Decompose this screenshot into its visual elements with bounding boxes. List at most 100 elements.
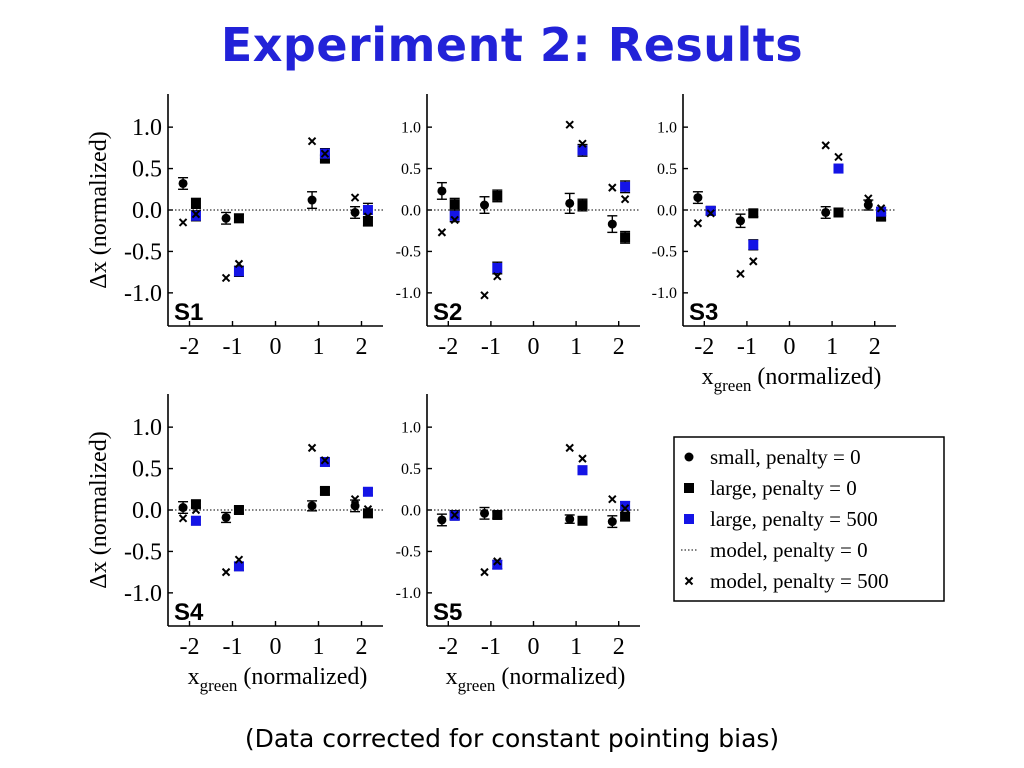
y-tick-label: 1.0 bbox=[401, 419, 421, 436]
point-large-p500 bbox=[449, 210, 460, 221]
x-tick-label: 2 bbox=[356, 334, 368, 360]
cross-stroke bbox=[876, 204, 886, 213]
y-tick-label: 0.0 bbox=[657, 202, 677, 219]
point-model-p500 bbox=[480, 291, 489, 300]
point-small-p0 bbox=[350, 207, 360, 217]
x-tick-label: 2 bbox=[869, 334, 881, 360]
cross-stroke bbox=[437, 228, 447, 237]
legend-marker-circle bbox=[684, 452, 694, 462]
point-large-p0 bbox=[233, 213, 244, 224]
x-tick-label: 2 bbox=[356, 634, 368, 660]
y-tick-label: 0.0 bbox=[401, 502, 421, 519]
point-model-p500 bbox=[834, 152, 843, 162]
legend-label: large, penalty = 0 bbox=[710, 476, 857, 500]
y-tick-label: -1.0 bbox=[396, 585, 421, 602]
x-tick-label: -1 bbox=[223, 334, 243, 360]
y-tick-label: -0.5 bbox=[396, 544, 421, 561]
point-large-p500 bbox=[190, 210, 201, 221]
point-large-p500 bbox=[876, 206, 887, 217]
point-model-p500 bbox=[178, 218, 188, 227]
point-model-p500 bbox=[493, 557, 502, 566]
point-large-p500 bbox=[577, 145, 588, 156]
legend-marker-cross bbox=[684, 576, 694, 586]
x-tick-label: -2 bbox=[438, 634, 458, 660]
point-small-p0 bbox=[736, 216, 746, 226]
point-model-p500 bbox=[350, 495, 360, 504]
cross-stroke bbox=[578, 139, 587, 148]
point-large-p0 bbox=[190, 198, 201, 209]
point-model-p500 bbox=[191, 209, 201, 219]
point-model-p500 bbox=[450, 215, 459, 225]
slide-title: Experiment 2: Results bbox=[220, 18, 804, 72]
cross-stroke bbox=[608, 495, 617, 504]
point-large-p0 bbox=[833, 207, 844, 218]
panel-s3: 1.0 0.5 0.0 -0.5 -1.0 -2 -1 0 1 2 xgreen (normaliz… bbox=[652, 94, 896, 395]
x-tick-label: -1 bbox=[481, 634, 501, 660]
x-axis-label: xgreen (normalized) bbox=[188, 664, 368, 695]
x-tick-label: 1 bbox=[826, 334, 838, 360]
panel-s1: 1.0 0.5 0.0 -0.5 -1.0 -2 -1 0 1 2 Δx (normalized) S… bbox=[86, 94, 383, 360]
cross-stroke bbox=[565, 120, 574, 129]
point-large-p500 bbox=[319, 456, 330, 467]
point-model-p500 bbox=[221, 567, 231, 577]
point-model-p500 bbox=[493, 272, 502, 281]
y-tick-label: 1.0 bbox=[657, 119, 677, 136]
cross-stroke bbox=[749, 257, 758, 266]
point-model-p500 bbox=[620, 195, 630, 204]
y-tick-label: 0.0 bbox=[132, 498, 162, 524]
point-large-p500 bbox=[620, 500, 631, 511]
point-model-p500 bbox=[234, 259, 244, 269]
point-large-p500 bbox=[233, 561, 244, 572]
panel-label: S1 bbox=[174, 299, 203, 326]
cross-stroke bbox=[363, 212, 373, 221]
y-tick-label: 0.5 bbox=[401, 161, 421, 178]
point-model-p500 bbox=[620, 504, 630, 513]
x-tick-label: 0 bbox=[270, 334, 282, 360]
point-large-p0 bbox=[233, 505, 244, 515]
point-model-p500 bbox=[450, 510, 459, 520]
point-model-p500 bbox=[578, 454, 587, 463]
point-large-p500 bbox=[233, 266, 244, 277]
point-small-p0 bbox=[480, 508, 490, 518]
point-large-p0 bbox=[620, 511, 631, 522]
point-large-p0 bbox=[492, 509, 503, 520]
cross-stroke bbox=[307, 137, 317, 146]
point-large-p500 bbox=[577, 465, 588, 476]
point-model-p500 bbox=[350, 193, 360, 202]
legend-marker-square-blue bbox=[684, 514, 694, 524]
x-tick-label: 0 bbox=[528, 634, 540, 660]
legend-label: model, penalty = 500 bbox=[710, 569, 889, 593]
y-axis-label: Δx (normalized) bbox=[86, 131, 112, 288]
point-small-p0 bbox=[565, 514, 575, 524]
x-tick-label: -1 bbox=[481, 334, 501, 360]
point-large-p0 bbox=[449, 199, 460, 210]
cross-stroke bbox=[608, 183, 617, 192]
cross-stroke bbox=[350, 193, 360, 202]
point-large-p500 bbox=[833, 163, 844, 174]
point-small-p0 bbox=[437, 186, 447, 196]
x-tick-label: 2 bbox=[613, 634, 625, 660]
y-tick-label: 1.0 bbox=[132, 415, 162, 441]
y-tick-label: 1.0 bbox=[132, 115, 162, 141]
point-large-p500 bbox=[362, 205, 373, 215]
panel-s2: 1.0 0.5 0.0 -0.5 -1.0 -2 -1 0 1 2 S2 bbox=[396, 94, 640, 360]
cross-stroke bbox=[834, 152, 843, 162]
point-model-p500 bbox=[363, 504, 373, 514]
point-small-p0 bbox=[693, 193, 703, 203]
point-small-p0 bbox=[307, 501, 317, 511]
cross-stroke bbox=[234, 555, 244, 564]
point-small-p0 bbox=[607, 219, 617, 229]
point-model-p500 bbox=[363, 212, 373, 221]
point-large-p0 bbox=[492, 190, 503, 201]
point-model-p500 bbox=[876, 204, 886, 213]
point-large-p500 bbox=[362, 486, 373, 497]
point-model-p500 bbox=[565, 120, 574, 129]
x-tick-label: 1 bbox=[313, 634, 325, 660]
x-tick-label: 1 bbox=[570, 634, 582, 660]
cross-stroke bbox=[450, 215, 459, 225]
cross-stroke bbox=[234, 259, 244, 269]
x-tick-label: -2 bbox=[438, 334, 458, 360]
legend-label: large, penalty = 500 bbox=[710, 507, 878, 531]
point-model-p500 bbox=[437, 228, 447, 237]
legend-marker-square bbox=[684, 483, 694, 493]
